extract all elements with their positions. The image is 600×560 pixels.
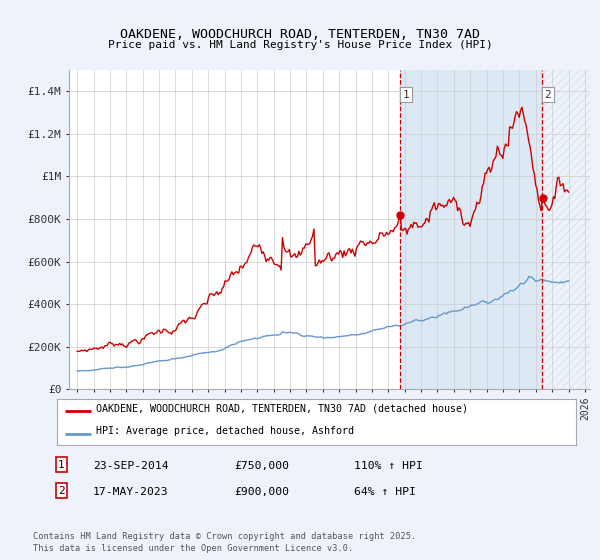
Bar [400, 70, 542, 389]
Text: 17-MAY-2023: 17-MAY-2023 [93, 487, 169, 497]
Text: OAKDENE, WOODCHURCH ROAD, TENTERDEN, TN30 7AD: OAKDENE, WOODCHURCH ROAD, TENTERDEN, TN3… [120, 28, 480, 41]
Text: 23-SEP-2014: 23-SEP-2014 [93, 461, 169, 471]
Text: 64% ↑ HPI: 64% ↑ HPI [354, 487, 416, 497]
Text: £900,000: £900,000 [234, 487, 289, 497]
Text: 1: 1 [58, 460, 65, 470]
Text: Price paid vs. HM Land Registry's House Price Index (HPI): Price paid vs. HM Land Registry's House … [107, 40, 493, 50]
Text: £750,000: £750,000 [234, 461, 289, 471]
Text: 2: 2 [544, 90, 551, 100]
Text: HPI: Average price, detached house, Ashford: HPI: Average price, detached house, Ashf… [96, 427, 354, 436]
Text: 2: 2 [58, 486, 65, 496]
Text: Contains HM Land Registry data © Crown copyright and database right 2025.
This d: Contains HM Land Registry data © Crown c… [33, 532, 416, 553]
Bar [542, 70, 593, 389]
Text: 110% ↑ HPI: 110% ↑ HPI [354, 461, 423, 471]
Text: OAKDENE, WOODCHURCH ROAD, TENTERDEN, TN30 7AD (detached house): OAKDENE, WOODCHURCH ROAD, TENTERDEN, TN3… [96, 404, 468, 413]
Text: 1: 1 [403, 90, 410, 100]
